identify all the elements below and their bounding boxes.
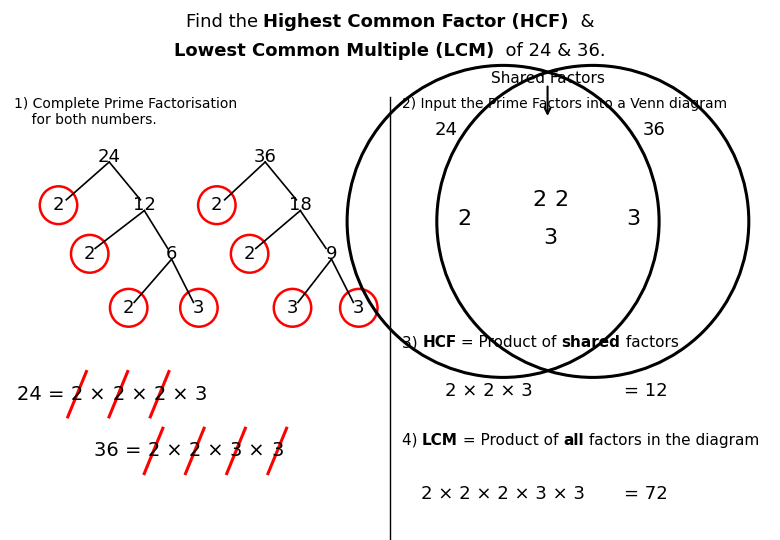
- Text: 2: 2: [244, 245, 255, 263]
- Text: ×: ×: [166, 384, 195, 404]
- Text: 2: 2: [555, 190, 569, 210]
- Text: = Product of: = Product of: [456, 335, 562, 350]
- Text: 3: 3: [271, 441, 283, 461]
- Text: ×: ×: [201, 441, 230, 461]
- Text: 2 × 2 × 3: 2 × 2 × 3: [445, 382, 532, 401]
- Text: Shared Factors: Shared Factors: [491, 71, 604, 86]
- Text: 3): 3): [402, 335, 422, 350]
- Text: 3: 3: [230, 441, 243, 461]
- Text: 36: 36: [254, 147, 277, 166]
- Text: Lowest Common Multiple (LCM): Lowest Common Multiple (LCM): [174, 42, 495, 60]
- Text: 36 =: 36 =: [94, 441, 147, 461]
- Text: factors: factors: [621, 335, 679, 350]
- Text: ×: ×: [243, 441, 271, 461]
- Text: 18: 18: [289, 196, 312, 214]
- Text: Find the: Find the: [186, 12, 264, 31]
- Text: ×: ×: [160, 441, 189, 461]
- Text: 2: 2: [533, 190, 547, 210]
- Text: 2: 2: [147, 441, 160, 461]
- Text: &: &: [569, 12, 594, 31]
- Text: HCF: HCF: [422, 335, 456, 350]
- Text: = Product of: = Product of: [458, 433, 563, 448]
- Text: 3: 3: [287, 299, 298, 317]
- Text: 24: 24: [434, 120, 458, 139]
- Text: 2) Input the Prime Factors into a Venn diagram: 2) Input the Prime Factors into a Venn d…: [402, 97, 727, 111]
- Text: 2: 2: [189, 441, 201, 461]
- Text: 2: 2: [154, 384, 166, 404]
- Text: factors in the diagram: factors in the diagram: [583, 433, 759, 448]
- Text: 2: 2: [53, 196, 64, 214]
- Text: shared: shared: [562, 335, 621, 350]
- Text: 3: 3: [193, 299, 204, 317]
- Text: 2 × 2 × 2 × 3 × 3: 2 × 2 × 2 × 3 × 3: [421, 485, 585, 503]
- Text: 12: 12: [133, 196, 156, 214]
- Text: 3: 3: [195, 384, 207, 404]
- Text: 2: 2: [84, 245, 95, 263]
- Text: 3: 3: [544, 227, 558, 248]
- Text: 2: 2: [211, 196, 222, 214]
- Text: ×: ×: [83, 384, 112, 404]
- Text: 2: 2: [71, 384, 83, 404]
- Text: 3: 3: [626, 208, 640, 229]
- Text: 36: 36: [642, 120, 665, 139]
- Text: ×: ×: [125, 384, 154, 404]
- Text: 4): 4): [402, 433, 422, 448]
- Text: 2: 2: [458, 208, 472, 229]
- Text: all: all: [563, 433, 583, 448]
- Text: 6: 6: [166, 245, 177, 263]
- Text: 1) Complete Prime Factorisation
    for both numbers.: 1) Complete Prime Factorisation for both…: [14, 97, 237, 127]
- Text: of 24 & 36.: of 24 & 36.: [495, 42, 606, 60]
- Text: 2: 2: [112, 384, 125, 404]
- Text: Highest Common Factor (HCF): Highest Common Factor (HCF): [264, 12, 569, 31]
- Text: 24: 24: [98, 147, 121, 166]
- Text: = 72: = 72: [624, 485, 668, 503]
- Text: = 12: = 12: [624, 382, 668, 401]
- Text: 3: 3: [353, 299, 364, 317]
- Text: 9: 9: [326, 245, 337, 263]
- Text: 2: 2: [123, 299, 134, 317]
- Text: LCM: LCM: [422, 433, 458, 448]
- Text: 24 =: 24 =: [17, 384, 71, 404]
